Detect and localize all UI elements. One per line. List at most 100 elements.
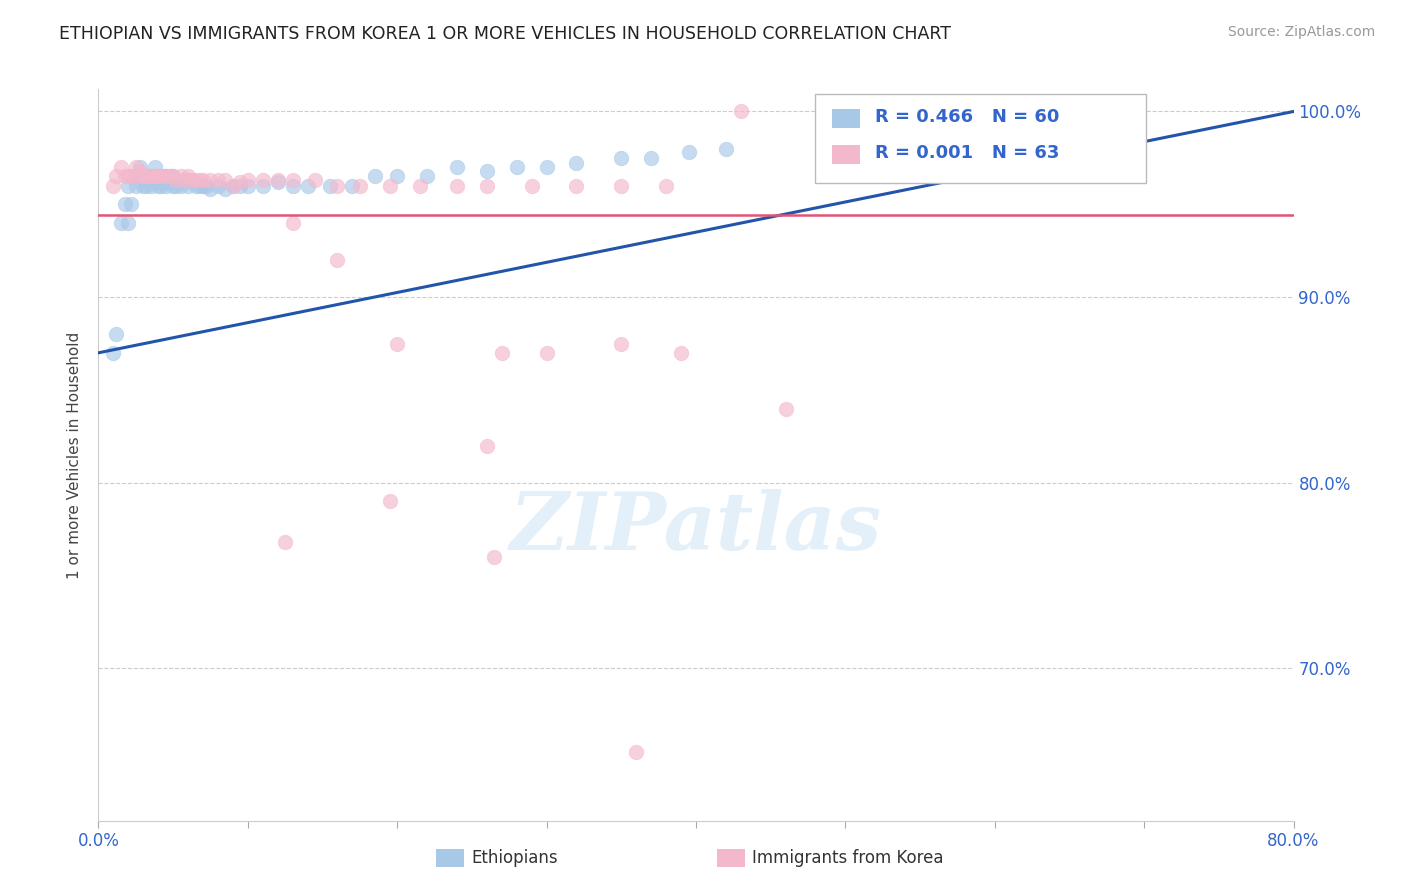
Point: [446, 178, 468, 193]
Point: [114, 169, 136, 184]
Point: [139, 178, 162, 193]
Point: [536, 160, 558, 174]
Text: Ethiopians: Ethiopians: [471, 849, 558, 867]
Point: [148, 169, 170, 184]
Point: [152, 169, 174, 184]
Point: [506, 160, 529, 174]
Point: [132, 178, 155, 193]
Point: [114, 197, 136, 211]
Text: ETHIOPIAN VS IMMIGRANTS FROM KOREA 1 OR MORE VEHICLES IN HOUSEHOLD CORRELATION C: ETHIOPIAN VS IMMIGRANTS FROM KOREA 1 OR …: [59, 25, 950, 43]
Point: [125, 169, 148, 184]
Point: [136, 169, 159, 184]
Point: [364, 169, 387, 184]
Point: [281, 178, 304, 193]
Point: [135, 178, 157, 193]
Point: [110, 216, 132, 230]
Point: [297, 178, 319, 193]
Point: [349, 178, 371, 193]
Point: [475, 178, 498, 193]
Point: [610, 151, 633, 165]
Point: [475, 439, 498, 453]
Point: [229, 178, 252, 193]
Point: [669, 346, 692, 360]
Point: [132, 169, 155, 184]
Point: [520, 178, 543, 193]
Text: Source: ZipAtlas.com: Source: ZipAtlas.com: [1227, 25, 1375, 39]
Point: [207, 178, 229, 193]
Point: [174, 173, 197, 187]
Point: [626, 745, 648, 759]
Point: [378, 178, 401, 193]
Point: [103, 346, 125, 360]
Point: [129, 160, 152, 174]
Point: [446, 160, 468, 174]
Point: [222, 178, 245, 193]
Point: [169, 169, 191, 184]
Point: [222, 178, 245, 193]
Point: [207, 173, 229, 187]
Point: [143, 160, 166, 174]
Point: [174, 173, 197, 187]
Point: [326, 178, 349, 193]
Point: [139, 169, 162, 184]
Point: [188, 173, 211, 187]
Point: [252, 173, 274, 187]
Point: [136, 169, 159, 184]
Point: [148, 178, 170, 193]
Point: [191, 173, 214, 187]
Point: [655, 178, 678, 193]
Point: [159, 169, 181, 184]
Point: [214, 173, 236, 187]
Point: [267, 175, 290, 189]
Point: [730, 104, 752, 119]
Point: [229, 175, 252, 189]
Point: [565, 156, 588, 170]
Point: [378, 494, 401, 508]
Point: [117, 216, 139, 230]
Point: [162, 169, 184, 184]
Point: [200, 173, 222, 187]
Point: [491, 346, 513, 360]
Point: [236, 178, 259, 193]
Point: [148, 169, 170, 184]
Point: [169, 178, 191, 193]
Point: [385, 169, 409, 184]
Point: [132, 169, 155, 184]
Y-axis label: 1 or more Vehicles in Household: 1 or more Vehicles in Household: [67, 331, 83, 579]
Point: [678, 145, 700, 160]
Point: [148, 169, 170, 184]
Point: [135, 169, 157, 184]
Point: [385, 336, 409, 351]
Point: [150, 169, 173, 184]
Point: [319, 178, 342, 193]
Point: [162, 178, 184, 193]
Point: [180, 173, 202, 187]
Point: [610, 336, 633, 351]
Point: [105, 169, 128, 184]
Point: [110, 160, 132, 174]
Point: [281, 173, 304, 187]
Point: [165, 173, 187, 187]
Point: [267, 173, 290, 187]
Point: [150, 178, 173, 193]
Point: [125, 178, 148, 193]
Point: [281, 216, 304, 230]
Point: [326, 252, 349, 267]
Point: [565, 178, 588, 193]
Point: [103, 178, 125, 193]
Point: [236, 173, 259, 187]
Point: [125, 160, 148, 174]
Point: [184, 173, 207, 187]
Point: [475, 164, 498, 178]
Point: [408, 178, 430, 193]
Point: [188, 178, 211, 193]
Point: [155, 178, 177, 193]
Point: [105, 327, 128, 342]
Point: [304, 173, 326, 187]
Point: [132, 169, 155, 184]
Point: [180, 173, 202, 187]
Point: [155, 169, 177, 184]
Point: [714, 142, 737, 156]
Point: [252, 178, 274, 193]
Point: [536, 346, 558, 360]
